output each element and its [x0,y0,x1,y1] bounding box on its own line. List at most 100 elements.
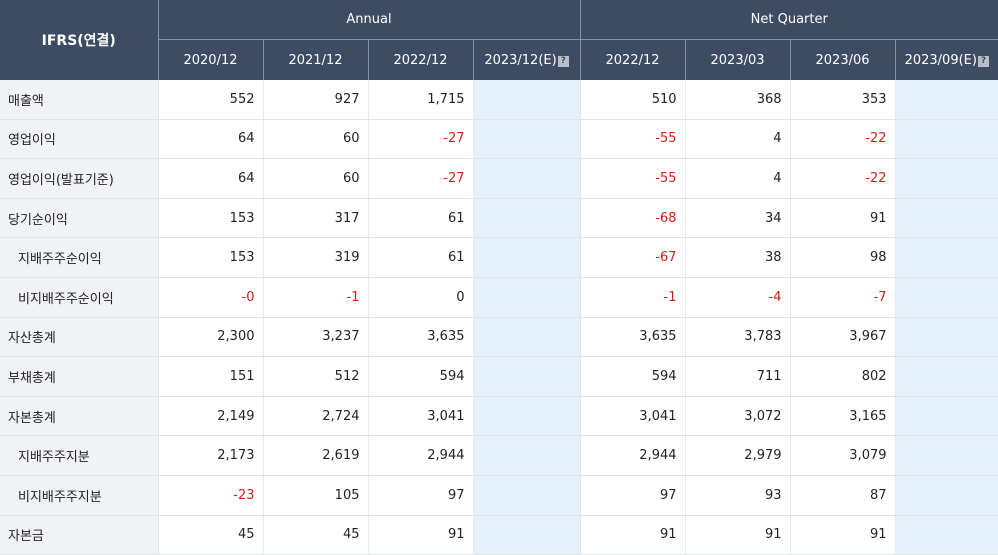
quarter-value-cell: 97 [580,475,686,516]
annual-value-cell: 927 [263,80,369,120]
quarter-estimate-cell [895,396,998,437]
annual-value-cell: 2,173 [158,435,264,476]
annual-estimate-cell [473,198,581,239]
annual-value-cell: -27 [368,158,474,199]
quarter-value-cell: 3,635 [580,317,686,358]
quarter-value-cell: 802 [790,356,896,397]
quarter-value-cell: 594 [580,356,686,397]
annual-estimate-cell [473,158,581,199]
row-label: 비지배주주순이익 [0,277,159,318]
quarter-value-cell: 3,783 [685,317,791,358]
quarter-value-cell: 93 [685,475,791,516]
annual-value-cell: -1 [263,277,369,318]
quarter-estimate-header: 2023/09(E)? [895,39,998,80]
annual-value-cell: 2,300 [158,317,264,358]
table-row: 당기순이익 153 317 61 -68 34 91 [0,198,998,239]
table-row: 매출액 552 927 1,715 510 368 353 [0,80,998,120]
annual-value-cell: 153 [158,237,264,278]
quarter-value-cell: -55 [580,158,686,199]
annual-value-cell: 61 [368,237,474,278]
row-label: 지배주주지분 [0,435,159,476]
table-row: 자본총계 2,149 2,724 3,041 3,041 3,072 3,165 [0,396,998,437]
annual-value-cell: 61 [368,198,474,239]
quarter-estimate-cell [895,237,998,278]
annual-estimate-cell [473,515,581,555]
quarter-estimate-cell [895,80,998,120]
annual-period-header: 2022/12 [368,39,474,80]
annual-value-cell: 317 [263,198,369,239]
quarter-value-cell: -22 [790,119,896,160]
annual-value-cell: 97 [368,475,474,516]
annual-value-cell: 3,635 [368,317,474,358]
quarter-value-cell: 3,165 [790,396,896,437]
annual-value-cell: 153 [158,198,264,239]
annual-period-header: 2020/12 [158,39,264,80]
quarter-value-cell: 91 [790,515,896,555]
table-body: 매출액 552 927 1,715 510 368 353 영업이익 64 60 -27 -55 4 -2… [0,80,998,555]
annual-value-cell: 2,619 [263,435,369,476]
quarter-value-cell: -68 [580,198,686,239]
table-row: 지배주주순이익 153 319 61 -67 38 98 [0,237,998,278]
table-row: 부채총계 151 512 594 594 711 802 [0,356,998,397]
estimate-info-icon[interactable]: ? [557,55,569,67]
quarter-value-cell: 4 [685,119,791,160]
quarter-value-cell: 91 [790,198,896,239]
quarter-value-cell: 98 [790,237,896,278]
row-label: 영업이익(발표기준) [0,158,159,199]
quarter-value-cell: 91 [685,515,791,555]
quarter-period-header: 2023/06 [790,39,896,80]
row-label: 매출액 [0,80,159,120]
quarter-value-cell: -55 [580,119,686,160]
annual-estimate-cell [473,237,581,278]
quarter-period-header: 2022/12 [580,39,686,80]
annual-value-cell: -0 [158,277,264,318]
quarter-estimate-cell [895,356,998,397]
annual-value-cell: 151 [158,356,264,397]
annual-value-cell: 105 [263,475,369,516]
quarter-estimate-cell [895,158,998,199]
annual-estimate-cell [473,119,581,160]
quarter-value-cell: -22 [790,158,896,199]
annual-period-header: 2021/12 [263,39,369,80]
annual-value-cell: 552 [158,80,264,120]
row-label: 비지배주주지분 [0,475,159,516]
annual-value-cell: 60 [263,158,369,199]
row-label: 자본금 [0,515,159,555]
annual-value-cell: 60 [263,119,369,160]
row-label: 지배주주순이익 [0,237,159,278]
quarter-value-cell: -67 [580,237,686,278]
annual-value-cell: 319 [263,237,369,278]
quarter-value-cell: 3,079 [790,435,896,476]
quarter-value-cell: 4 [685,158,791,199]
quarter-value-cell: 2,979 [685,435,791,476]
quarter-value-cell: 353 [790,80,896,120]
annual-value-cell: 64 [158,158,264,199]
quarter-value-cell: 91 [580,515,686,555]
annual-estimate-header: 2023/12(E)? [473,39,581,80]
row-label: 자산총계 [0,317,159,358]
annual-estimate-cell [473,396,581,437]
table-row: 비지배주주순이익 -0 -1 0 -1 -4 -7 [0,277,998,318]
annual-value-cell: 91 [368,515,474,555]
row-label: 당기순이익 [0,198,159,239]
annual-estimate-cell [473,317,581,358]
annual-value-cell: 64 [158,119,264,160]
annual-estimate-cell [473,475,581,516]
table-row: 영업이익 64 60 -27 -55 4 -22 [0,119,998,160]
header-group-row: IFRS(연결) Annual Net Quarter [0,0,998,80]
annual-value-cell: 594 [368,356,474,397]
quarter-value-cell: 711 [685,356,791,397]
quarter-value-cell: 3,072 [685,396,791,437]
quarter-estimate-cell [895,435,998,476]
quarter-estimate-cell [895,475,998,516]
annual-estimate-cell [473,277,581,318]
quarter-value-cell: -1 [580,277,686,318]
annual-estimate-cell [473,356,581,397]
annual-value-cell: 3,041 [368,396,474,437]
quarter-group-header: Net Quarter [580,0,998,40]
table-row: 지배주주지분 2,173 2,619 2,944 2,944 2,979 3,079 [0,435,998,476]
table-row: 자산총계 2,300 3,237 3,635 3,635 3,783 3,967 [0,317,998,358]
annual-value-cell: 2,944 [368,435,474,476]
estimate-info-icon[interactable]: ? [977,55,989,67]
